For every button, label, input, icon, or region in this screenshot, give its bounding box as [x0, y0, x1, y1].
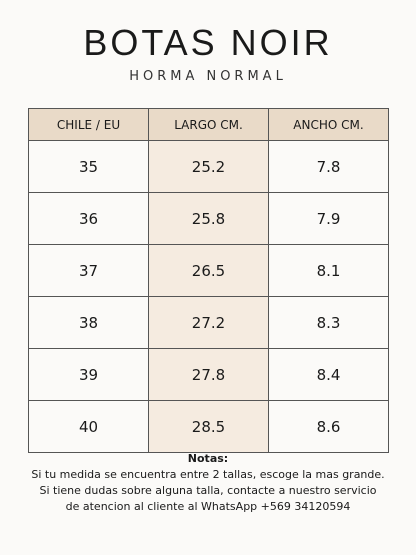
subtitle: HORMA NORMAL: [129, 69, 287, 84]
table-cell: 7.8: [268, 140, 389, 193]
column-header: ANCHO CM.: [268, 108, 389, 141]
table-row: 35 25.2 7.8: [28, 140, 389, 193]
column-header: LARGO CM.: [148, 108, 269, 141]
table-cell: 27.8: [148, 348, 269, 401]
note-line: Si tu medida se encuentra entre 2 tallas…: [31, 468, 385, 481]
table-cell: 8.4: [268, 348, 389, 401]
notes-title: Notas:: [187, 452, 229, 465]
table-cell: 27.2: [148, 296, 269, 349]
title: BOTAS NOIR: [83, 22, 333, 63]
note-line: de atencion al cliente al WhatsApp +569 …: [65, 500, 351, 513]
table-cell: 39: [28, 348, 149, 401]
table-cell: 8.3: [268, 296, 389, 349]
table-cell: 35: [28, 140, 149, 193]
table-cell: 25.8: [148, 192, 269, 245]
table-cell: 38: [28, 296, 149, 349]
table-row: 38 27.2 8.3: [28, 296, 389, 349]
table-row: 39 27.8 8.4: [28, 348, 389, 401]
table-cell: 36: [28, 192, 149, 245]
table-cell: 7.9: [268, 192, 389, 245]
table-cell: 8.6: [268, 400, 389, 453]
table-row: 36 25.8 7.9: [28, 192, 389, 245]
table-cell: 25.2: [148, 140, 269, 193]
column-header: CHILE / EU: [28, 108, 149, 141]
header-row: CHILE / EU LARGO CM. ANCHO CM.: [28, 108, 389, 141]
table-row: 40 28.5 8.6: [28, 400, 389, 453]
table-cell: 37: [28, 244, 149, 297]
table-cell: 40: [28, 400, 149, 453]
note-line: Si tiene dudas sobre alguna talla, conta…: [39, 484, 377, 497]
table-cell: 28.5: [148, 400, 269, 453]
table-cell: 26.5: [148, 244, 269, 297]
size-table: CHILE / EU LARGO CM. ANCHO CM. 35 25.2 7.8 36 2…: [28, 108, 389, 453]
table-cell: 8.1: [268, 244, 389, 297]
table-row: 37 26.5 8.1: [28, 244, 389, 297]
notes: Notas: Si tu medida se encuentra entre 2…: [0, 451, 416, 515]
